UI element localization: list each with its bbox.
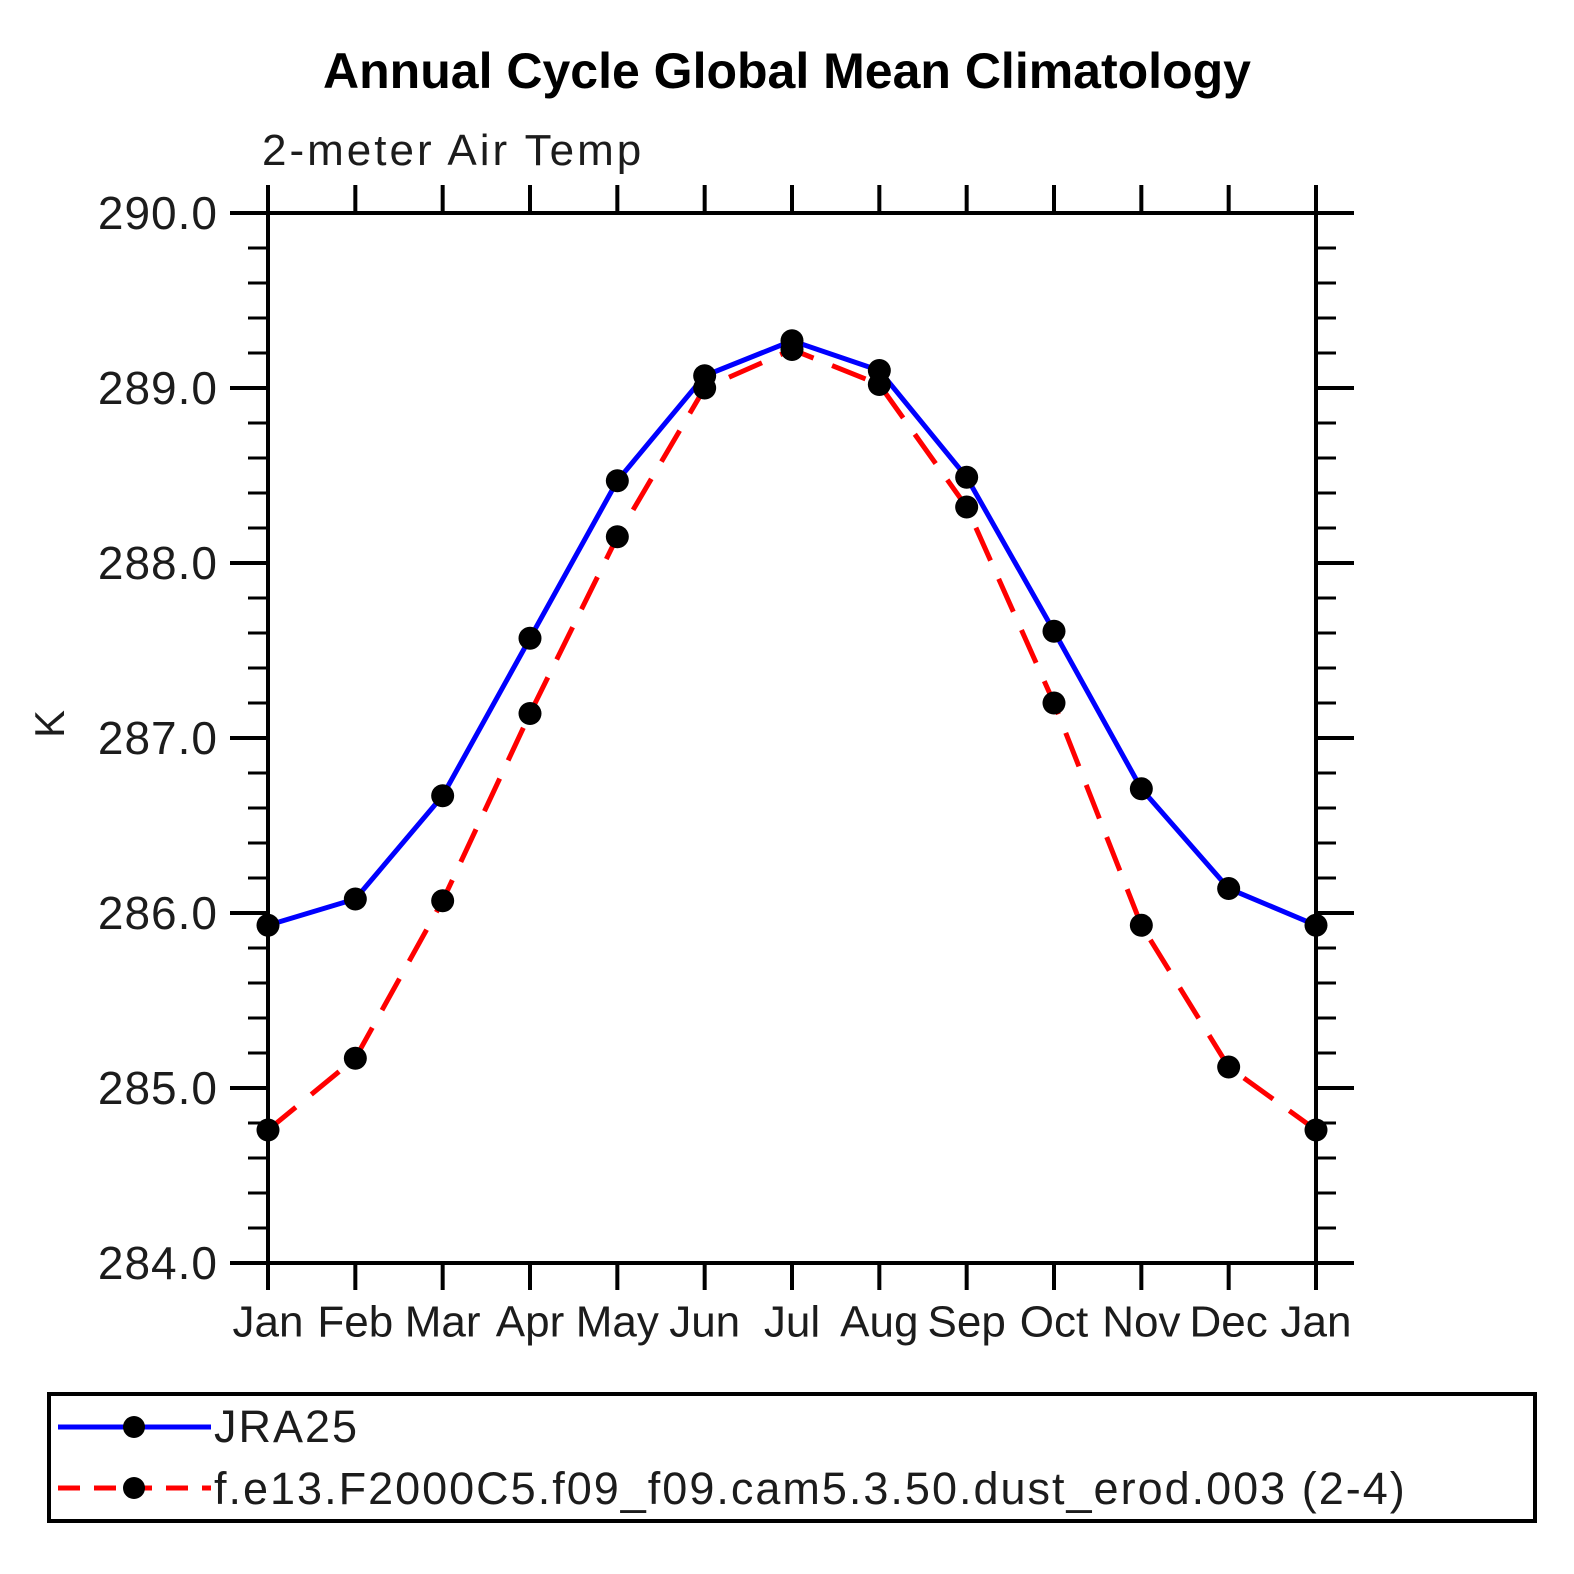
- plot-frame: [266, 211, 1318, 1265]
- data-point-marker-1: [256, 1118, 280, 1142]
- y-tick-label: 285.0: [98, 1062, 218, 1114]
- data-point-marker-0: [1129, 777, 1153, 801]
- data-point-marker-1: [518, 702, 542, 725]
- x-tick-label: Feb: [317, 1298, 393, 1347]
- data-point-marker-0: [605, 469, 629, 493]
- x-tick-label: Jan: [1281, 1298, 1352, 1347]
- x-tick-label: Mar: [405, 1298, 481, 1347]
- x-tick-label: Oct: [1020, 1298, 1088, 1347]
- data-point-marker-1: [1129, 913, 1153, 937]
- data-point-marker-0: [518, 626, 542, 650]
- data-point-marker-0: [343, 887, 367, 911]
- x-tick-label: Nov: [1102, 1298, 1180, 1347]
- y-tick-label: 288.0: [98, 537, 218, 589]
- data-point-marker-0: [955, 465, 979, 489]
- legend-marker-icon: [123, 1415, 145, 1438]
- x-tick-label: Sep: [928, 1298, 1006, 1347]
- data-point-marker-1: [867, 373, 891, 396]
- y-tick-label: 289.0: [98, 362, 218, 414]
- legend-line-sample-jra25: [58, 1415, 211, 1438]
- series-line-0: [267, 338, 1317, 928]
- legend-label-jra25: JRA25: [214, 1401, 360, 1453]
- data-point-marker-1: [1042, 691, 1066, 715]
- data-point-marker-1: [343, 1046, 367, 1070]
- y-tick-label: 284.0: [98, 1237, 218, 1289]
- chart-subtitle: 2-meter Air Temp: [262, 126, 645, 175]
- y-tick-label: 290.0: [98, 187, 218, 239]
- data-point-marker-1: [605, 525, 629, 549]
- data-point-marker-1: [431, 889, 455, 913]
- data-point-marker-0: [1304, 913, 1328, 937]
- data-point-marker-1: [693, 376, 717, 400]
- x-tick-label: Aug: [840, 1298, 918, 1347]
- data-point-marker-1: [955, 495, 979, 519]
- data-point-marker-1: [1304, 1118, 1328, 1142]
- data-point-marker-0: [1042, 619, 1066, 643]
- x-tick-label: Dec: [1190, 1298, 1268, 1347]
- y-tick-label: 287.0: [98, 712, 218, 764]
- series-line-1: [266, 346, 1318, 1133]
- data-point-marker-1: [780, 338, 804, 361]
- x-tick-label: Apr: [496, 1298, 564, 1347]
- legend-item-jra25: JRA25: [56, 1396, 1533, 1458]
- data-point-marker-0: [1217, 877, 1241, 900]
- legend-line-sample-model: [58, 1477, 211, 1500]
- data-point-marker-1: [1217, 1055, 1241, 1079]
- legend-marker-icon: [123, 1477, 145, 1500]
- legend-label-model: f.e13.F2000C5.f09_f09.cam5.3.50.dust_ero…: [214, 1462, 1407, 1514]
- legend-box: JRA25 f.e13.F2000C5.f09_f09.cam5.3.50.du…: [47, 1392, 1537, 1523]
- data-point-marker-0: [256, 913, 280, 937]
- data-point-marker-0: [431, 784, 455, 808]
- x-tick-label: Jul: [764, 1298, 820, 1347]
- legend-item-model: f.e13.F2000C5.f09_f09.cam5.3.50.dust_ero…: [56, 1458, 1533, 1520]
- x-tick-label: Jun: [669, 1298, 740, 1347]
- x-tick-label: Jan: [233, 1298, 304, 1347]
- x-tick-label: May: [576, 1298, 659, 1347]
- chart-title: Annual Cycle Global Mean Climatology: [323, 43, 1251, 99]
- y-tick-label: 286.0: [98, 887, 218, 939]
